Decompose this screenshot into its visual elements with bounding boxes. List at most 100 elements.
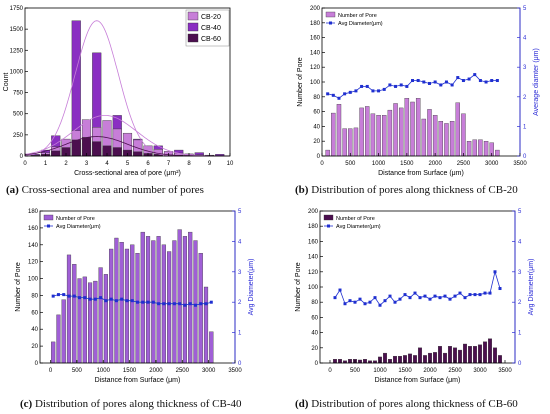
chart-b-diameter-point xyxy=(427,81,431,85)
chart-d-legend-swatch-bar xyxy=(323,214,334,221)
chart-d-ytick-right-label: 1 xyxy=(518,331,522,337)
chart-d-diameter-point xyxy=(458,291,462,295)
chart-d-xtick-label: 1500 xyxy=(398,368,412,374)
caption-a-label: (a) xyxy=(6,184,19,196)
chart-b-xtick-label: 0 xyxy=(320,161,324,167)
chart-b-diameter-point xyxy=(484,80,488,84)
chart-d-bar xyxy=(388,359,392,364)
chart-c-diameter-point xyxy=(114,299,118,303)
chart-d-bar xyxy=(468,346,472,364)
caption-c: (c) Distribution of pores along thicknes… xyxy=(20,398,242,410)
chart-b-diameter-point xyxy=(433,80,437,84)
chart-d-bar xyxy=(393,355,397,364)
chart-c-diameter-point xyxy=(104,299,108,303)
chart-a-xtick-label: 0 xyxy=(23,161,27,167)
chart-d-ytick-label: 200 xyxy=(308,209,319,215)
chart-c-diameter-point xyxy=(204,302,208,306)
chart-b-diameter-point xyxy=(382,87,386,91)
chart-c-diameter-point xyxy=(62,293,66,297)
chart-c-diameter-point xyxy=(146,300,150,304)
chart-c-xtick-label: 2500 xyxy=(176,368,190,374)
chart-b-xtick-label: 500 xyxy=(345,161,356,167)
chart-c-ytick-label: 180 xyxy=(28,209,39,215)
chart-d-diameter-point xyxy=(353,300,357,304)
chart-b-diameter-point xyxy=(444,80,448,84)
caption-a-text: Cross-sectional area and number of pores xyxy=(21,184,204,196)
chart-a-xtick-label: 5 xyxy=(126,161,130,167)
chart-d-diameter-line xyxy=(334,270,501,306)
chart-a-ytick-label: 1500 xyxy=(10,27,24,33)
chart-b-legend-swatch-bar xyxy=(325,11,336,18)
chart-a-xtick-label: 6 xyxy=(146,161,150,167)
chart-b-diameter-point xyxy=(478,79,482,83)
chart-c-xtick-label: 0 xyxy=(49,368,53,374)
chart-a-ytick-label: 1750 xyxy=(10,6,24,12)
chart-d-bar xyxy=(408,353,412,364)
chart-c-diameter-point xyxy=(51,294,55,298)
chart-a-xtick-label: 3 xyxy=(85,161,89,167)
chart-c-diameter-point xyxy=(72,294,76,298)
chart-c-diameter-point xyxy=(167,302,171,306)
chart-b-ytick-right-label: 1 xyxy=(523,124,527,130)
chart-d-ytick-label: 60 xyxy=(311,315,318,321)
chart-d-diameter-point xyxy=(443,294,447,298)
chart-d-diameter-point xyxy=(413,291,417,295)
chart-d-bar xyxy=(398,355,402,364)
chart-a-xtick-label: 2 xyxy=(64,161,68,167)
chart-a-ylabel: Count xyxy=(3,73,10,92)
chart-b-ytick-right-label: 0 xyxy=(523,154,527,160)
chart-b-ytick-label: 180 xyxy=(310,21,321,27)
chart-a-xtick-label: 7 xyxy=(167,161,171,167)
chart-d-diameter-point xyxy=(428,297,432,301)
chart-d-xtick-label: 3500 xyxy=(498,368,512,374)
chart-a-ytick-label: 500 xyxy=(13,112,24,118)
chart-b-diameter-point xyxy=(411,79,415,83)
chart-a-fit-curve-cb-20 xyxy=(24,115,230,157)
chart-c-xtick-label: 1000 xyxy=(97,368,111,374)
chart-b-xtick-label: 1500 xyxy=(400,161,414,167)
chart-a-ytick-label: 1000 xyxy=(10,69,24,75)
chart-c-ytick-label: 60 xyxy=(31,310,38,316)
chart-c-diameter-point xyxy=(172,302,176,306)
chart-d-diameter-point xyxy=(388,294,392,298)
chart-b-ytick-label: 0 xyxy=(317,154,321,160)
chart-b-ytick-label: 120 xyxy=(310,65,321,71)
caption-d-label: (d) xyxy=(295,398,309,410)
chart-d-ytick-label: 20 xyxy=(311,346,318,352)
chart-d-xtick-label: 3000 xyxy=(473,368,487,374)
chart-d-frame xyxy=(319,210,516,364)
chart-b-diameter-point xyxy=(399,83,403,87)
chart-c-ytick-right-label: 4 xyxy=(238,239,242,245)
chart-b-ytick-label: 160 xyxy=(310,36,321,42)
chart-b-ytick-right-label: 4 xyxy=(523,36,527,42)
chart-b-diameter-point xyxy=(495,79,499,83)
caption-a: (a) Cross-sectional area and number of p… xyxy=(6,184,204,196)
chart-d-diameter-point xyxy=(343,302,347,306)
chart-d-diameter-point xyxy=(423,294,427,298)
caption-d: (d) Distribution of pores along thicknes… xyxy=(295,398,518,410)
chart-a-legend-label: CB-60 xyxy=(201,36,221,43)
chart-a-xtick-label: 8 xyxy=(187,161,191,167)
chart-b-ytick-label: 60 xyxy=(313,110,320,116)
chart-d-diameter-point xyxy=(453,294,457,298)
chart-d-bar xyxy=(418,347,422,364)
chart-c-diameter-point xyxy=(93,297,97,301)
chart-d-bar xyxy=(348,359,352,364)
chart-c-legend-swatch-bar xyxy=(43,214,54,221)
chart-b-ytick-label: 100 xyxy=(310,80,321,86)
chart-d-diameter-point xyxy=(483,291,487,295)
chart-d-bar xyxy=(358,359,362,364)
chart-b-ytick-right-label: 5 xyxy=(523,6,527,12)
caption-b-label: (b) xyxy=(295,184,309,196)
chart-d-ytick-label: 140 xyxy=(308,255,319,261)
chart-b-diameter-point xyxy=(450,83,454,87)
chart-c-ytick-label: 160 xyxy=(28,226,39,232)
chart-d-bar xyxy=(498,355,502,364)
chart-c-ytick-label: 120 xyxy=(28,260,39,266)
chart-a-legend-swatch xyxy=(187,11,199,21)
chart-d-ytick-label: 160 xyxy=(308,239,319,245)
chart-d-bar xyxy=(338,359,342,364)
chart-c-ytick-right-label: 0 xyxy=(238,361,242,367)
chart-d-ytick-right-label: 3 xyxy=(518,270,522,276)
